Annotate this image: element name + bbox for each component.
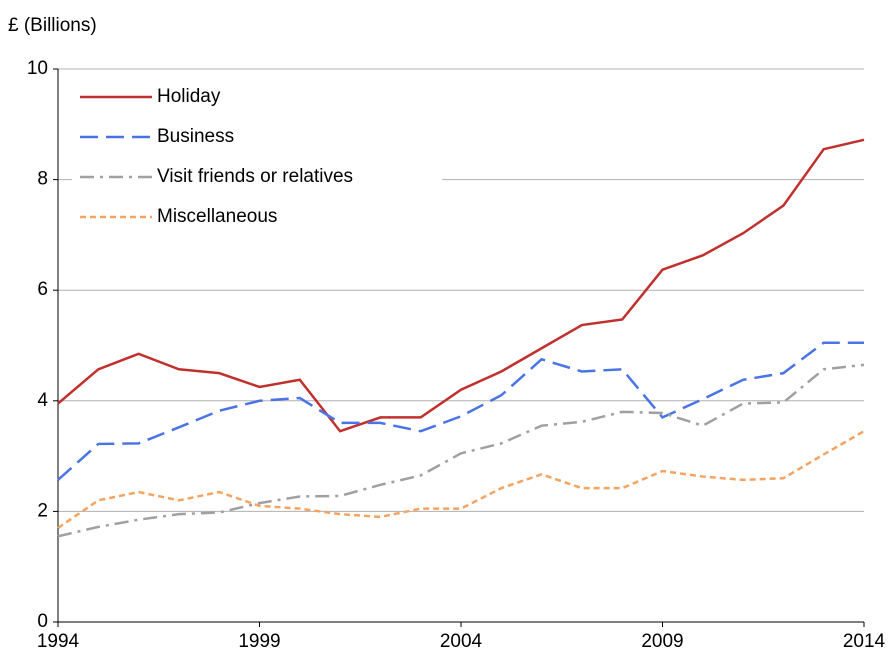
legend-label: Visit friends or relatives (157, 166, 353, 187)
legend-label: Business (157, 126, 234, 147)
y-tick-label: 10 (27, 58, 48, 79)
y-tick-label: 2 (37, 500, 48, 521)
x-tick-label: 1999 (238, 631, 280, 652)
series-line (57, 363, 865, 538)
legend-label: Holiday (157, 86, 221, 107)
y-tick-label: 0 (37, 611, 48, 632)
series-line (57, 430, 865, 530)
y-tick-label: 4 (37, 390, 48, 411)
series-line (57, 138, 865, 433)
series-line (57, 341, 864, 481)
legend-label: Miscellaneous (157, 206, 277, 227)
x-tick-label: 2009 (641, 631, 683, 652)
y-axis-label: £ (Billions) (8, 15, 97, 36)
legend-background (72, 78, 442, 238)
x-tick-label: 2004 (440, 631, 483, 652)
y-tick-label: 8 (37, 169, 48, 190)
x-tick-label: 1994 (37, 631, 80, 652)
y-tick-label: 6 (37, 279, 48, 300)
x-tick-label: 2014 (843, 631, 886, 652)
